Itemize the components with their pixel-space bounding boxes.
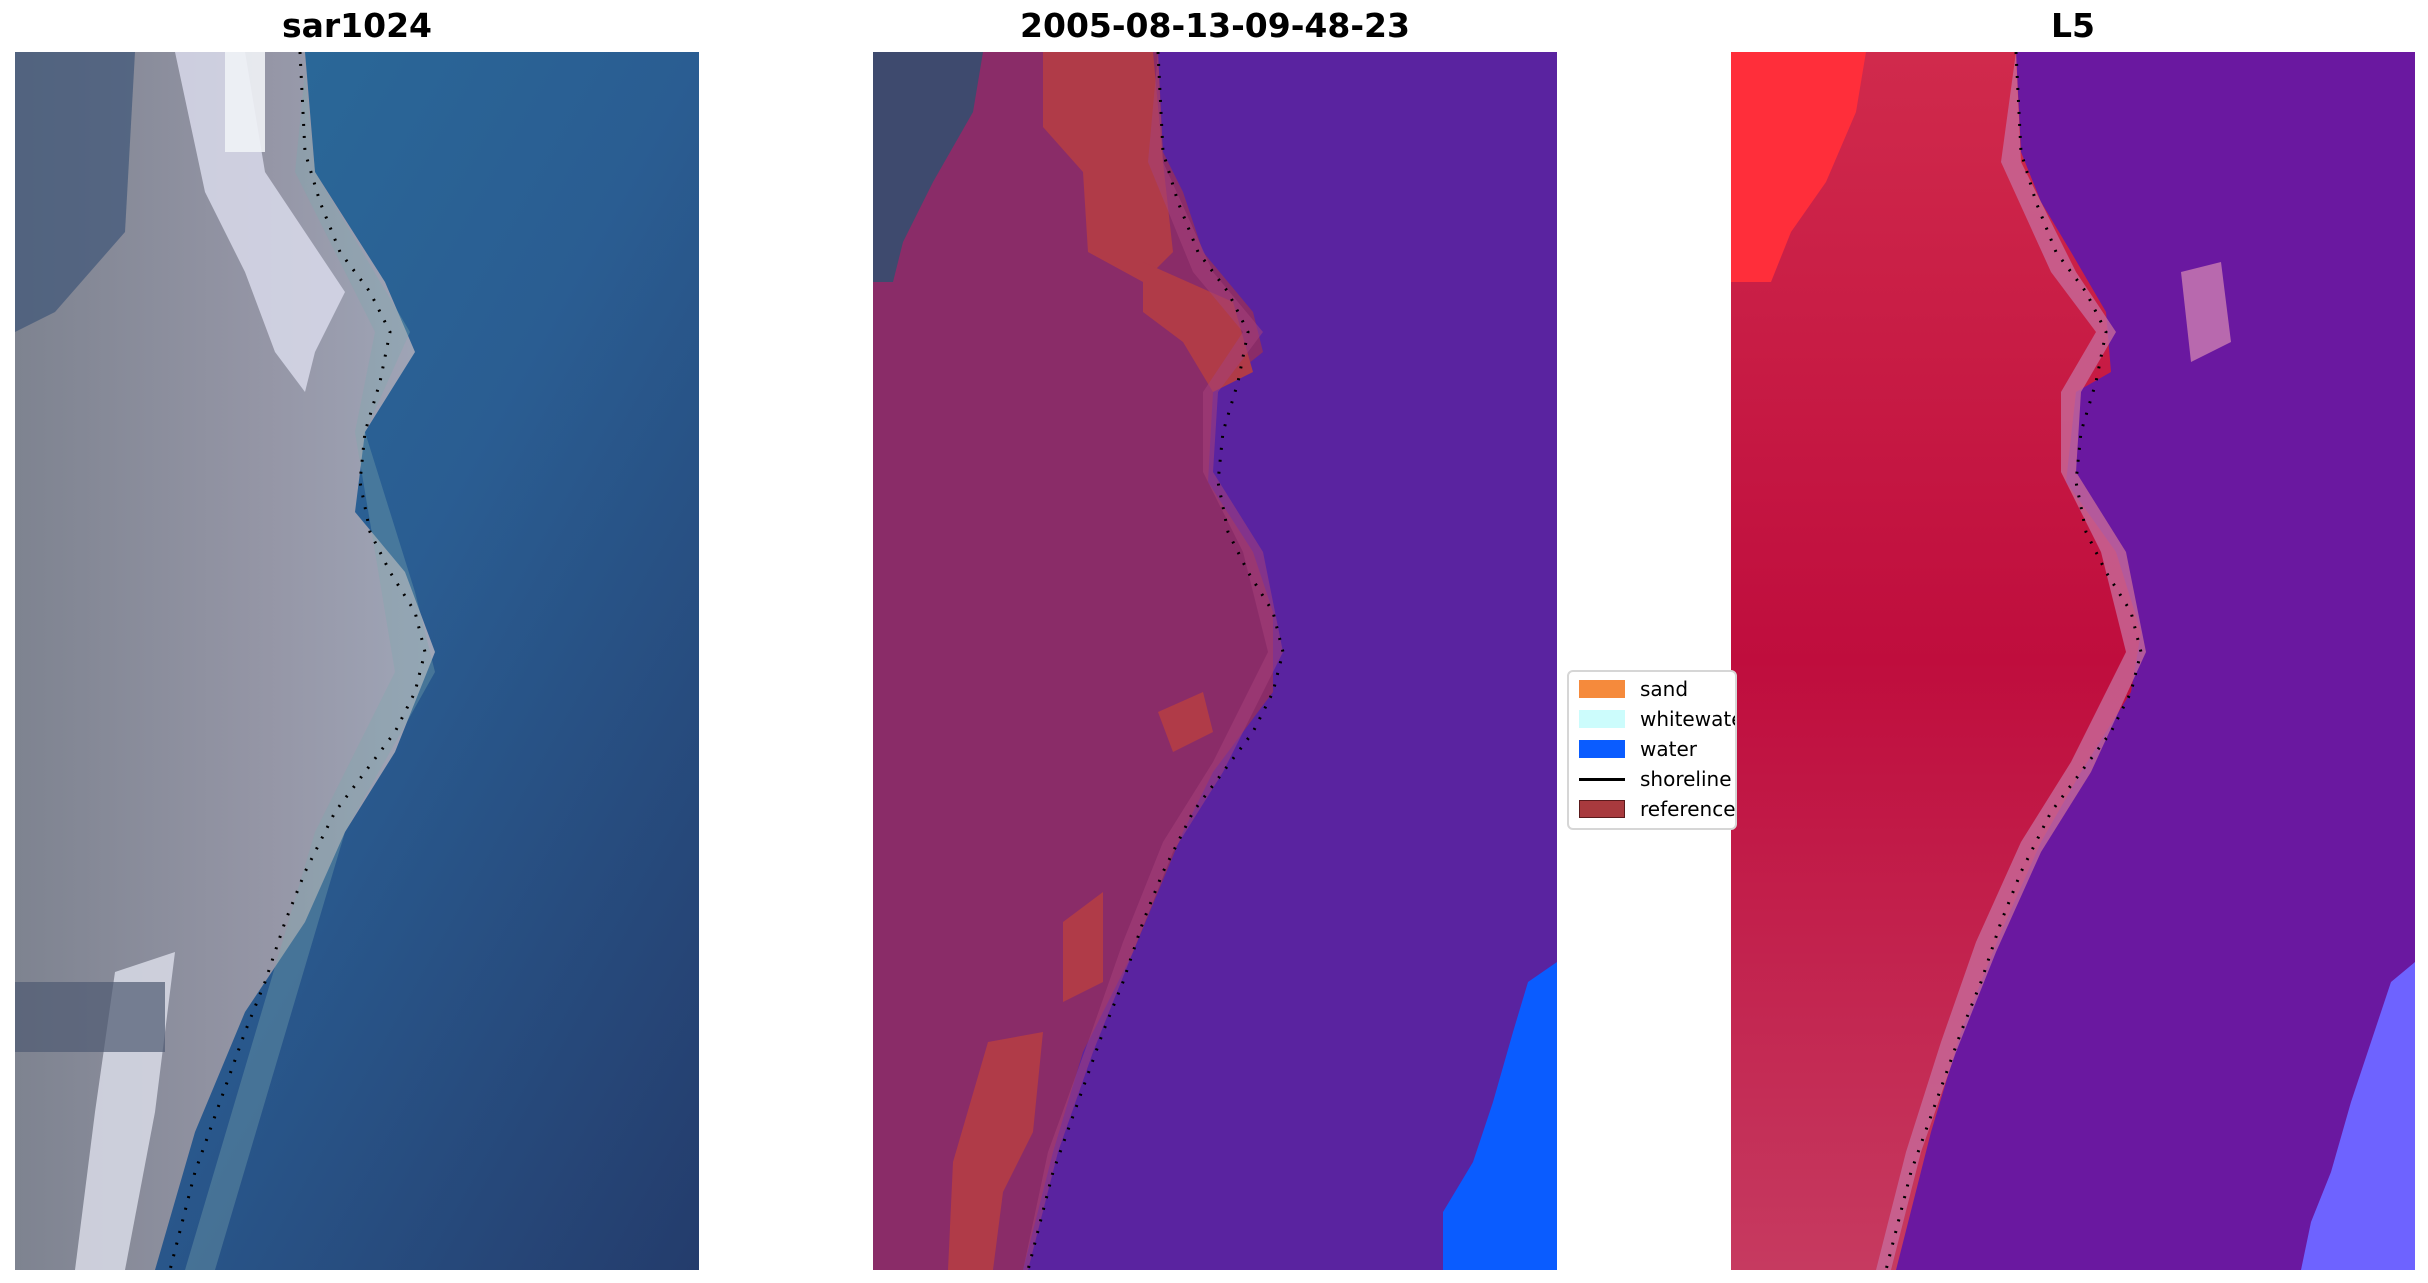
classified-image [873,52,1557,1270]
sand-swatch-icon [1579,680,1625,698]
satellite-rgb-image [15,52,699,1270]
legend-label: reference [1640,797,1736,821]
legend-item-sand: sand [1579,676,1688,702]
legend-item-whitewater: whitewater [1579,706,1735,732]
panel-title-classified: 2005-08-13-09-48-23 [1020,6,1410,45]
shoreline-line-icon [1579,770,1625,788]
legend-item-reference: reference [1579,796,1736,822]
legend-label: water [1640,737,1697,761]
water-patch [1443,962,1557,1270]
whitewater-swatch-icon [1579,710,1625,728]
reference-patch [1043,52,1173,282]
legend: sand whitewater water shoreline referenc… [1567,670,1737,830]
legend-item-water: water [1579,736,1697,762]
legend-label: whitewater [1640,707,1735,731]
reference-swatch-icon [1579,800,1625,818]
legend-label: shoreline [1640,767,1732,791]
panel-title-index: L5 [2051,6,2095,45]
legend-item-shoreline: shoreline [1579,766,1732,792]
legend-label: sand [1640,677,1689,701]
water-swatch-icon [1579,740,1625,758]
water-index-image [1731,52,2415,1270]
panel-title-rgb: sar1024 [281,6,433,45]
